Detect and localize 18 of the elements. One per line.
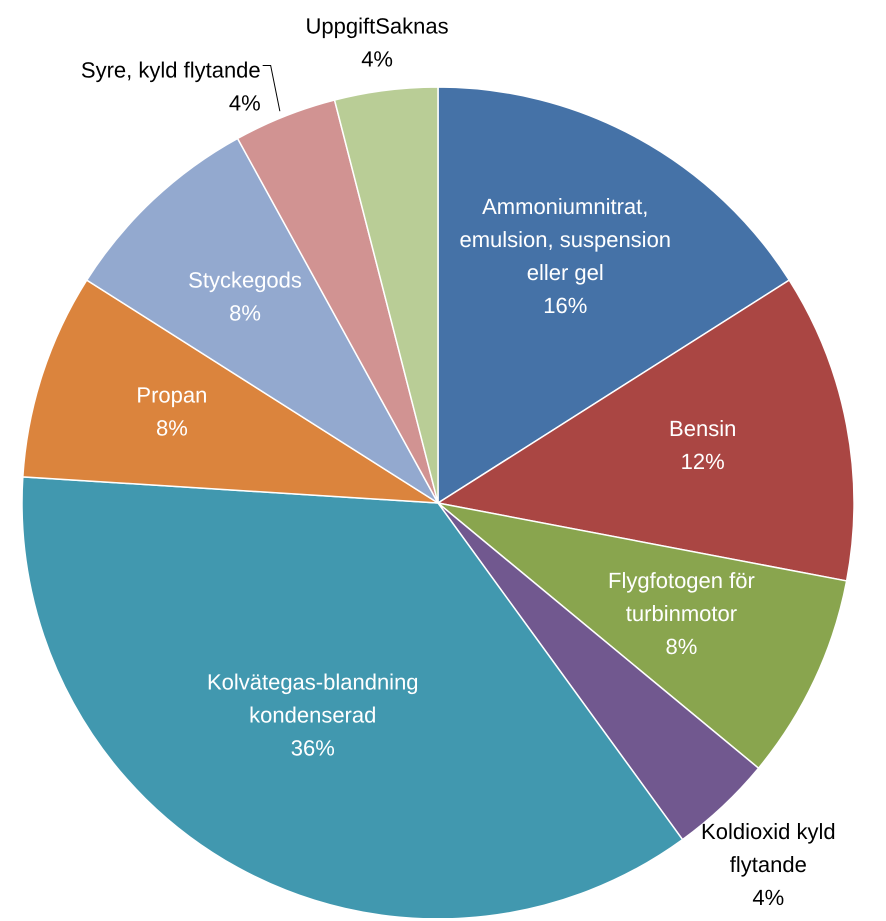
slice-label: Ammoniumnitrat, emulsion, suspension eller gel [459, 194, 672, 285]
data-label: 4% [228, 90, 261, 116]
slice-label: Syre, kyld flytande [80, 57, 261, 82]
slice-label: Bensin [669, 416, 736, 441]
slice-label: Koldioxid kyld flytande [701, 818, 836, 877]
data-label: 12% [680, 448, 725, 474]
data-label: 8% [229, 300, 261, 326]
slice-label: Kolvätegas-blandning kondenserad [206, 670, 419, 728]
slice-label: Styckegods [188, 267, 302, 292]
slice-label: Flygfotogen för turbinmotor [608, 568, 755, 626]
slice-label: Propan [136, 382, 208, 408]
data-label: 36% [290, 736, 335, 761]
slice-label: UppgiftSaknas [306, 13, 449, 38]
data-label: 4% [752, 884, 784, 910]
data-label: 16% [543, 292, 588, 318]
data-label: 8% [156, 415, 188, 440]
data-label: 4% [361, 46, 393, 72]
data-label: 8% [666, 634, 698, 659]
